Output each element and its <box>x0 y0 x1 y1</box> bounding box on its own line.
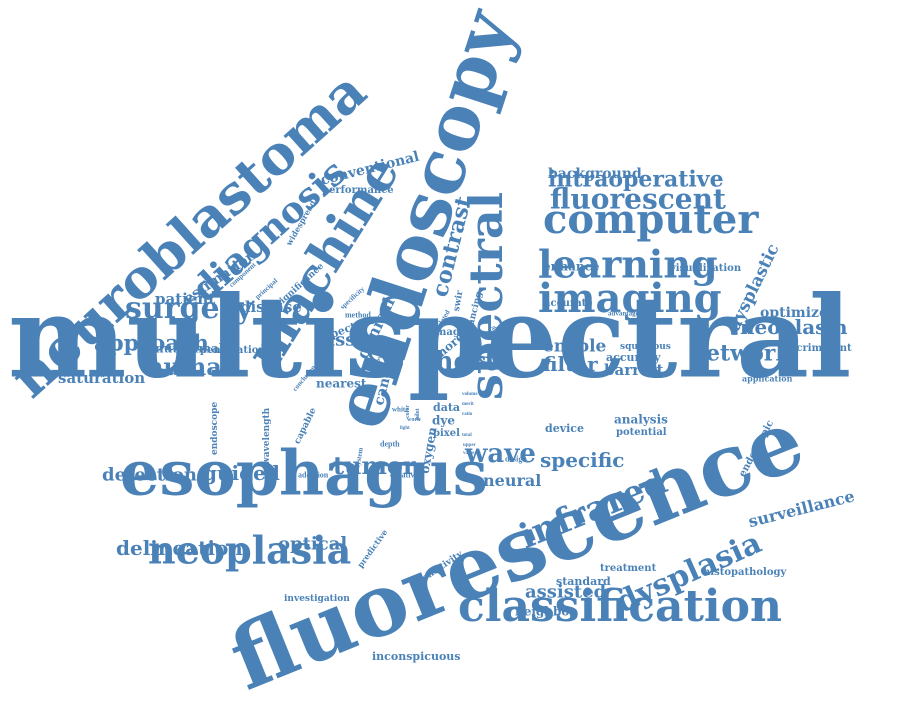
word-dinutuximab: dinutuximab <box>142 341 228 356</box>
word-disease: disease <box>240 298 302 316</box>
word-color: color <box>405 405 412 418</box>
word-classification: classification <box>458 580 782 632</box>
word-patient: patient <box>155 290 216 308</box>
word-saturation: saturation <box>58 369 146 387</box>
word-human: human <box>146 351 240 381</box>
word-network: network <box>690 340 791 367</box>
word-performance: performance <box>322 185 394 196</box>
word-delineation: delineation <box>116 536 243 560</box>
word-inconspicuous: inconspicuous <box>372 650 461 664</box>
word-treatment: treatment <box>600 563 657 574</box>
word-data: data <box>433 401 461 415</box>
word-guided: guided <box>203 461 280 485</box>
word-computer: computer <box>543 196 759 243</box>
word-wavelength: wavelength <box>261 407 272 465</box>
word-analysis: analysis <box>614 412 668 427</box>
word-neoplasm: neoplasm <box>740 315 848 339</box>
word-short: short <box>420 347 497 378</box>
word-nearest: nearest <box>316 376 367 391</box>
word-upper: upper <box>463 443 476 448</box>
word-discriminant: discriminant <box>780 343 852 354</box>
word-wave: wave <box>465 439 536 470</box>
word-imaging: imaging <box>538 275 722 322</box>
word-learning: learning <box>538 241 718 287</box>
word-surgery: surgery <box>125 291 253 326</box>
word-esophagus: esophagus <box>120 436 488 510</box>
word-detection: detection <box>102 464 198 486</box>
word-curative: curative <box>390 470 418 480</box>
word-neural: neural <box>483 471 542 491</box>
word-volume: volume <box>462 392 478 397</box>
word-intraoperative: intraoperative <box>548 166 724 193</box>
word-dye: dye <box>432 413 455 428</box>
word-method: method <box>345 310 371 320</box>
word-investigation: investigation <box>284 593 350 604</box>
word-design: design <box>505 454 527 464</box>
word-light: light <box>400 426 410 431</box>
word-ratio: ratio <box>462 412 473 417</box>
word-adoption: adoption <box>298 470 329 480</box>
word-enable: enable <box>543 336 607 357</box>
word-squamous: squamous <box>620 341 671 352</box>
word-accurate: accurate <box>544 298 593 309</box>
word-potential: potential <box>616 427 667 438</box>
word-depth: depth <box>380 439 400 449</box>
word-specific: specific <box>540 448 625 472</box>
word-endoscope: endoscope <box>209 401 220 455</box>
word-optimized: optimized <box>760 304 838 321</box>
word-image: image <box>432 327 467 338</box>
word-merit: merit <box>462 402 474 407</box>
word-multispectral: multispectral <box>8 272 852 404</box>
word-visualization: visualization <box>670 263 742 274</box>
word-neighbor: neighbor <box>515 604 576 619</box>
word-filter: filter <box>543 352 598 376</box>
word-accuracy: accuracy <box>606 351 661 365</box>
word-background: background <box>548 165 642 182</box>
word-work: work <box>407 417 421 424</box>
word-fluorescent: fluorescent <box>550 182 726 216</box>
word-white: white <box>392 405 409 414</box>
word-tumor: tumor <box>333 450 416 480</box>
word-device: device <box>545 422 584 436</box>
word-pixel: pixel <box>433 428 460 439</box>
word-neoplasia: neoplasia <box>148 527 352 573</box>
word-total: total <box>462 433 472 438</box>
word-value: value <box>463 451 475 456</box>
word-advantage: advantage <box>608 309 639 318</box>
word-assisted: assisted <box>525 581 607 603</box>
word-tissue: tissue <box>320 329 380 351</box>
word-enhance: enhance <box>543 259 600 274</box>
word-standard: standard <box>556 575 611 589</box>
word-optical: optical <box>278 533 348 555</box>
word-penetration: penetration <box>200 345 266 356</box>
word-application: application <box>742 373 793 384</box>
word-approach: approach <box>94 330 209 357</box>
word-barrett: barrett <box>604 361 664 379</box>
word-histopathology: histopathology <box>703 567 787 578</box>
